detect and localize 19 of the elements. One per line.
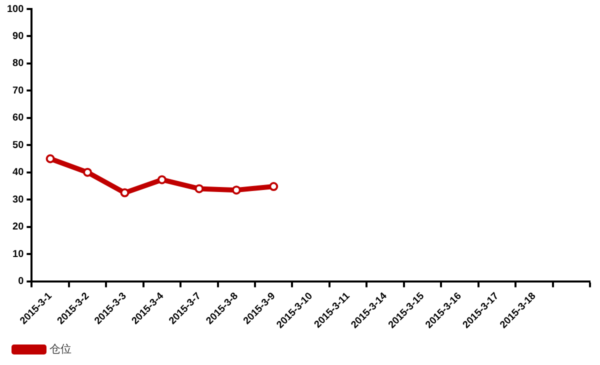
y-tick-label: 70 <box>12 85 24 96</box>
y-tick-label: 80 <box>12 58 24 70</box>
y-tick-label: 20 <box>12 222 24 233</box>
point <box>83 168 92 177</box>
point <box>120 188 130 198</box>
point <box>269 182 278 192</box>
point <box>157 175 166 184</box>
y-tick-label: 50 <box>12 140 24 151</box>
y-tick-label: 10 <box>12 248 24 260</box>
y-tick-label: 40 <box>12 167 24 178</box>
y-tick-label: 100 <box>6 4 24 15</box>
y-tick-label: 60 <box>12 112 24 124</box>
point <box>194 184 204 194</box>
point <box>46 154 55 164</box>
y-tick-label: 0 <box>18 276 24 288</box>
point <box>232 186 241 195</box>
y-tick-label: 90 <box>12 30 24 42</box>
legend-label: 仓位 <box>50 342 72 356</box>
y-tick-label: 30 <box>12 194 24 206</box>
